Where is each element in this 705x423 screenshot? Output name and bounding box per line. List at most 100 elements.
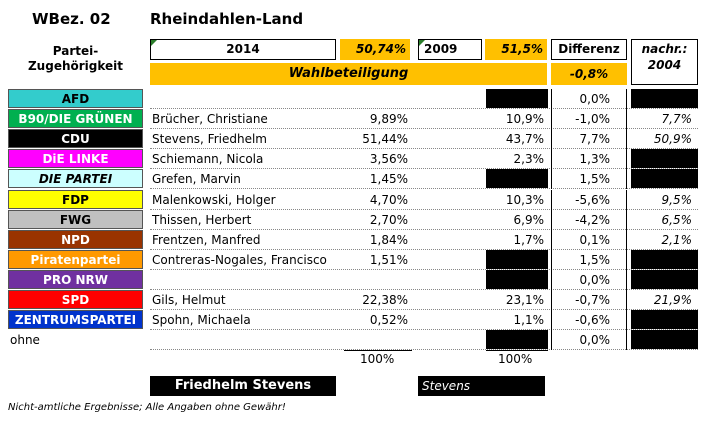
pct-2014 (340, 89, 410, 109)
no-data-2004 (631, 310, 698, 329)
flag-icon (419, 40, 425, 46)
no-data-2004 (631, 270, 698, 289)
party-label-ohne: ohne (10, 333, 40, 347)
differenz-box: Differenz (551, 39, 627, 60)
candidate-name: Brücher, Christiane (152, 112, 268, 126)
party-badge: PRO NRW (8, 270, 143, 289)
no-data-2009 (486, 250, 548, 269)
pct-2004: 2,1% (661, 233, 693, 247)
pct-2009: 1,1% (513, 313, 545, 327)
diff-value: 1,3% (551, 149, 627, 169)
row-separator (150, 269, 698, 270)
row-separator (150, 209, 698, 210)
year-2009-box: 2009 (418, 39, 482, 60)
diff-value: -4,2% (551, 210, 627, 230)
party-badge: B90/DIE GRÜNEN (8, 109, 143, 128)
pct-2014 (340, 330, 410, 350)
pct-2009: 43,7% (505, 132, 544, 146)
pct-2014: 2,70% (369, 213, 408, 227)
candidate-name: Frentzen, Manfred (152, 233, 261, 247)
pct-2014: 22,38% (362, 293, 408, 307)
no-data-2004 (631, 250, 698, 269)
diff-value: 0,0% (551, 330, 627, 350)
candidate-name: Contreras-Nogales, Francisco (152, 253, 327, 267)
diff-value: 0,0% (551, 89, 627, 109)
total-line-2014 (344, 350, 412, 351)
diff-value: -1,0% (551, 109, 627, 129)
party-badge: NPD (8, 230, 143, 249)
candidate-name (152, 270, 340, 290)
pct-2014: 1,51% (369, 253, 408, 267)
no-data-2004 (631, 149, 698, 168)
row-separator (150, 188, 698, 189)
pct-2009: 2,3% (513, 152, 545, 166)
wbez-label: WBez. 02 (32, 10, 111, 28)
wahlbeteiligung-bar: Wahlbeteiligung (150, 63, 547, 85)
year-2014-box: 2014 (150, 39, 336, 60)
candidate-name (152, 330, 340, 350)
no-data-2009 (486, 270, 548, 289)
pct-2009: 23,1% (505, 293, 544, 307)
pct-2004: 7,7% (661, 112, 693, 126)
party-badge: DiE LINKE (8, 149, 143, 168)
diff-value: 1,5% (551, 250, 627, 270)
nachr-year: 2004 (647, 58, 682, 72)
turnout-diff: -0,8% (551, 63, 627, 85)
diff-value: -0,7% (551, 290, 627, 310)
no-data-2004 (631, 89, 698, 108)
nachr-label: nachr.: (641, 42, 688, 56)
pct-2004: 6,5% (661, 213, 693, 227)
partei-label-line1: Partei- (52, 44, 99, 58)
no-data-2009 (486, 330, 548, 349)
row-separator (150, 128, 698, 129)
candidate-name: Gils, Helmut (152, 293, 226, 307)
party-badge: Piratenpartei (8, 250, 143, 269)
row-separator (150, 229, 698, 230)
pct-2014 (340, 270, 410, 290)
no-data-2004 (631, 330, 698, 349)
pct-2009: 10,9% (505, 112, 544, 126)
party-badge: CDU (8, 129, 143, 148)
party-badge: SPD (8, 290, 143, 309)
candidate-name (152, 89, 340, 109)
pct-2014: 4,70% (369, 193, 408, 207)
candidate-name: Malenkowski, Holger (152, 193, 276, 207)
candidate-name: Spohn, Michaela (152, 313, 251, 327)
turnout-2009: 51,5% (485, 39, 547, 60)
candidate-name: Stevens, Friedhelm (152, 132, 267, 146)
partei-label-line2: Zugehörigkeit (27, 59, 124, 73)
no-data-2009 (486, 169, 548, 188)
diff-value: 0,1% (551, 230, 627, 250)
party-badge: DIE PARTEI (8, 169, 143, 188)
party-badge: FDP (8, 190, 143, 209)
diff-value: 7,7% (551, 129, 627, 149)
pct-2004: 50,9% (653, 132, 692, 146)
candidate-name: Thissen, Herbert (152, 213, 252, 227)
no-data-2004 (631, 169, 698, 188)
party-badge: ZENTRUMSPARTEI (8, 310, 143, 329)
pct-2014: 1,84% (369, 233, 408, 247)
diff-value: 1,5% (551, 169, 627, 189)
diff-value: -0,6% (551, 310, 627, 330)
winner-2009: Stevens (418, 376, 545, 396)
pct-2004: 9,5% (661, 193, 693, 207)
winner-2014: Friedhelm Stevens (150, 376, 336, 396)
total-2014: 100% (360, 352, 395, 366)
total-line-2009 (486, 350, 548, 351)
turnout-2014: 50,74% (340, 39, 410, 60)
district-title: Rheindahlen-Land (150, 10, 304, 28)
row-separator (150, 309, 698, 310)
diff-value: -5,6% (551, 190, 627, 210)
row-separator (150, 349, 698, 350)
row-separator (150, 148, 698, 149)
diff-value: 0,0% (551, 270, 627, 290)
party-badge: AFD (8, 89, 143, 108)
party-badge: FWG (8, 210, 143, 229)
pct-2014: 0,52% (369, 313, 408, 327)
row-separator (150, 289, 698, 290)
nachr-box (631, 39, 698, 85)
row-separator (150, 329, 698, 330)
candidate-name: Grefen, Marvin (152, 172, 241, 186)
disclaimer: Nicht-amtliche Ergebnisse; Alle Angaben … (8, 402, 286, 413)
pct-2014: 9,89% (369, 112, 408, 126)
